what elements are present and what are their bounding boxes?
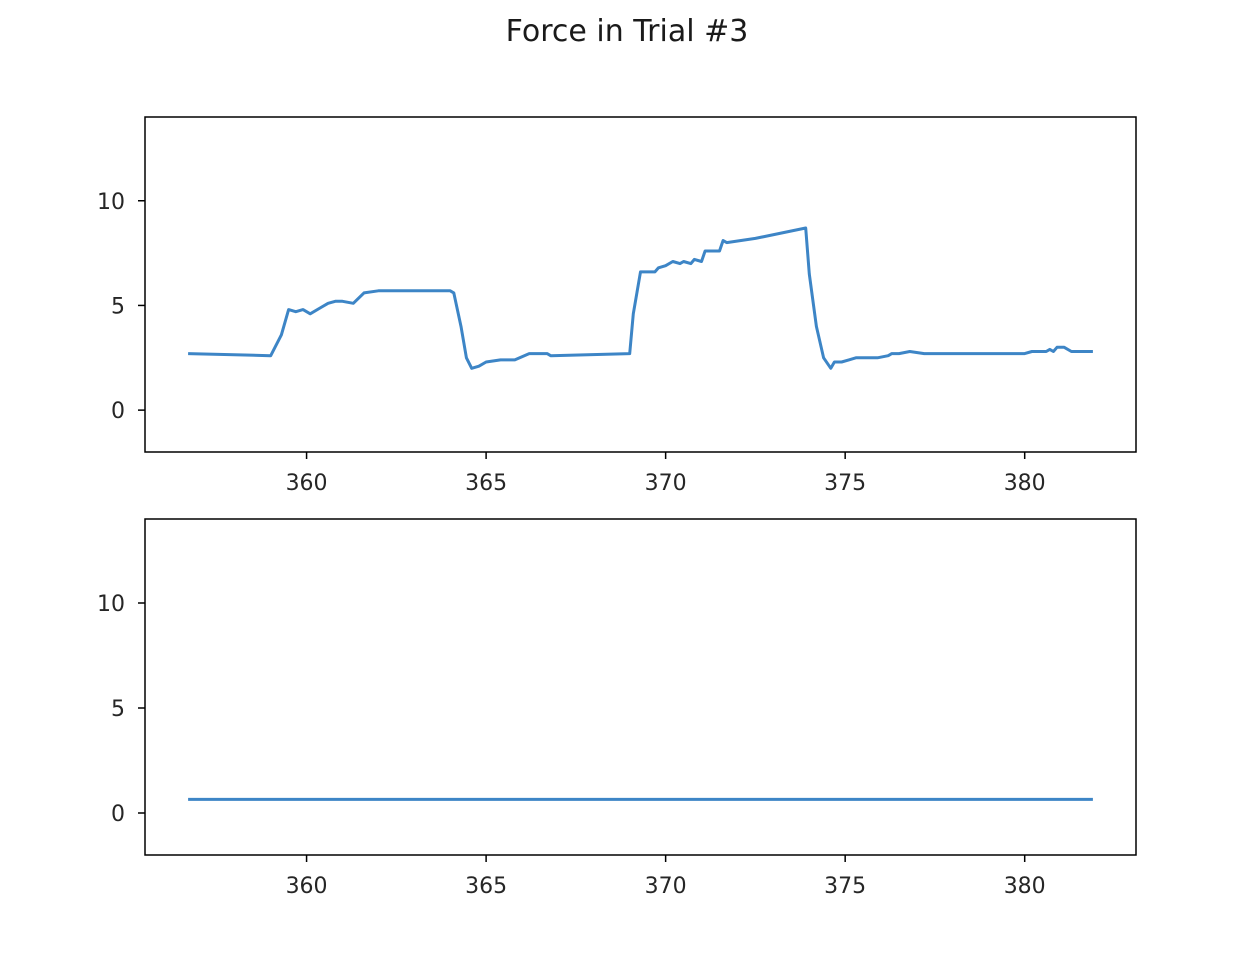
y-tick-label: 5 (111, 697, 125, 722)
x-tick-label: 375 (824, 874, 866, 899)
y-tick-label: 0 (111, 399, 125, 424)
y-tick-label: 10 (97, 592, 125, 617)
figure-title: Force in Trial #3 (505, 14, 749, 49)
y-tick-label: 5 (111, 294, 125, 319)
x-tick-label: 360 (286, 874, 328, 899)
x-tick-label: 380 (1004, 874, 1046, 899)
x-tick-label: 375 (824, 471, 866, 496)
axes-frame (144, 116, 1137, 453)
x-tick-label: 380 (1004, 471, 1046, 496)
y-tick-label: 10 (97, 190, 125, 215)
x-tick-label: 360 (286, 471, 328, 496)
subplot-top: 360 365 370 375 380 0 5 10 (97, 116, 1137, 496)
x-tick-label: 365 (465, 471, 507, 496)
axes-frame (144, 518, 1137, 856)
x-tick-label: 370 (645, 471, 687, 496)
series-line (188, 226, 1093, 370)
x-tick-label: 370 (645, 874, 687, 899)
subplot-bottom: 360 365 370 375 380 0 5 10 (97, 518, 1137, 899)
x-tick-label: 365 (465, 874, 507, 899)
y-tick-label: 0 (111, 802, 125, 827)
